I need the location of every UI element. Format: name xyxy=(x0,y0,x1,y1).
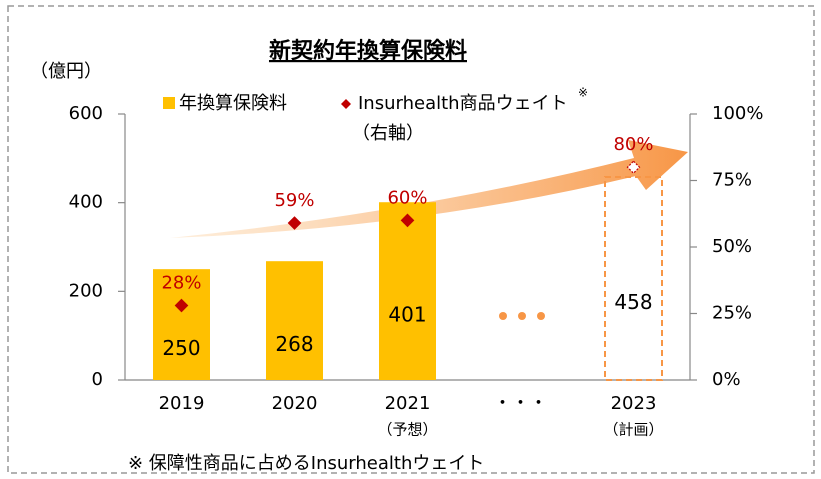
bar xyxy=(604,175,663,381)
y-tick-label: 400 xyxy=(69,192,103,213)
legend-swatch xyxy=(163,97,175,109)
x-tick-label: 2021 xyxy=(385,393,431,414)
ellipsis-dots xyxy=(499,312,545,320)
footnote: ※ 保障性商品に占めるInsurhealthウェイト xyxy=(128,453,484,474)
bar-value-label: 458 xyxy=(614,290,652,314)
y2-tick-label: 100% xyxy=(712,103,763,124)
y-tick-label: 200 xyxy=(69,280,103,301)
dot xyxy=(537,312,545,320)
bar-value-label: 250 xyxy=(162,336,200,360)
weight-label: 59% xyxy=(274,190,314,211)
weight-marker xyxy=(174,298,189,313)
legend-label: 年換算保険料 xyxy=(179,93,287,114)
frame xyxy=(7,5,815,474)
bar xyxy=(266,261,323,380)
legend-marker xyxy=(341,99,351,109)
bar xyxy=(153,269,210,380)
weight-marker xyxy=(626,160,641,175)
y2-tick-label: 25% xyxy=(712,303,752,324)
x-tick-label: 2019 xyxy=(159,393,205,414)
x-tick-note: （予想） xyxy=(377,421,437,439)
growth-arrow xyxy=(170,140,688,238)
legend-note: ※ xyxy=(578,86,588,100)
y-tick-label: 600 xyxy=(69,103,103,124)
bar xyxy=(379,202,436,380)
weight-marker xyxy=(287,216,302,230)
weight-marker xyxy=(400,213,415,228)
legend-axis-note: （右軸） xyxy=(352,123,424,144)
y2-tick-label: 0% xyxy=(712,369,741,390)
chart-title: 新契約年換算保険料 xyxy=(269,38,467,64)
y-tick-label: 0 xyxy=(92,369,103,390)
bar-value-label: 268 xyxy=(275,332,313,356)
x-tick-label: ・・・ xyxy=(494,393,548,414)
dot xyxy=(499,312,507,320)
bar-value-label: 401 xyxy=(388,303,426,327)
legend-label: Insurhealth商品ウェイト xyxy=(358,93,568,114)
x-tick-label: 2020 xyxy=(272,393,318,414)
y2-tick-label: 50% xyxy=(712,236,752,257)
weight-label: 60% xyxy=(387,187,427,208)
y2-tick-label: 75% xyxy=(712,170,752,191)
dot xyxy=(518,312,526,320)
weight-label: 28% xyxy=(161,273,201,294)
x-tick-note: （計画） xyxy=(603,421,663,439)
x-tick-label: 2023 xyxy=(611,393,657,414)
y-unit-label: （億円） xyxy=(30,61,102,82)
weight-label: 80% xyxy=(613,134,653,155)
